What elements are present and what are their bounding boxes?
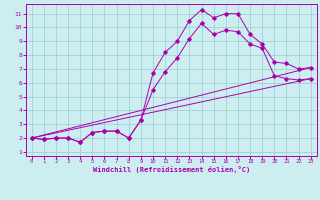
X-axis label: Windchill (Refroidissement éolien,°C): Windchill (Refroidissement éolien,°C)	[92, 166, 250, 173]
